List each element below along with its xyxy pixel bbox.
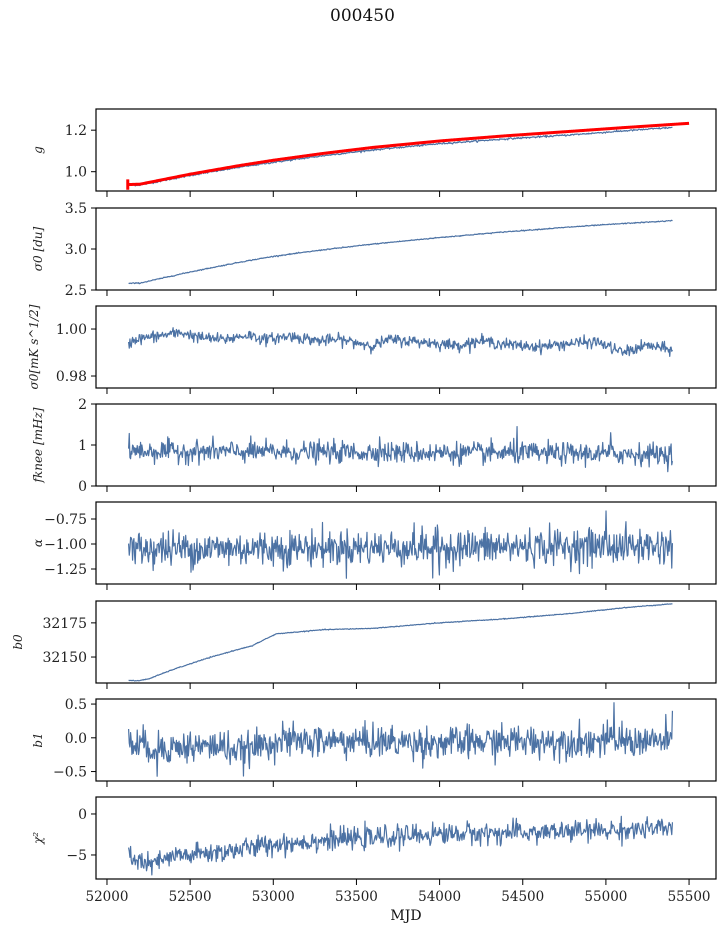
axes-frame <box>95 600 717 684</box>
y-tick-label: −0.75 <box>44 512 87 528</box>
y-axis-label: σ0 [du] <box>31 226 45 271</box>
series-line-g <box>128 126 673 187</box>
x-tick-label: 52500 <box>169 889 212 905</box>
panel-sigma0-mk: 0.98 1.00 σ0[mK s^1/2] <box>27 304 717 394</box>
y-tick-label: 1.0 <box>65 165 87 181</box>
series-line-fknee <box>128 425 674 473</box>
y-tick-label: 3.0 <box>65 242 87 258</box>
axes-frame <box>95 698 717 782</box>
y-tick-label: 1.00 <box>56 322 87 338</box>
x-tick-label: 55000 <box>584 889 627 905</box>
y-axis-label: σ0[mK s^1/2] <box>27 304 41 389</box>
series-line-sigma0_mK <box>128 327 673 357</box>
axes-frame <box>95 207 717 291</box>
y-tick-label: 1 <box>78 438 87 454</box>
y-tick-label: 0.5 <box>65 697 87 713</box>
axes-frame <box>95 305 717 389</box>
x-tick-label: 54500 <box>501 889 544 905</box>
y-axis-label: b0 <box>11 634 25 650</box>
y-axis-label: χ² <box>31 832 45 845</box>
figure-title: 000450 <box>330 6 395 26</box>
y-tick-label: 1.2 <box>65 123 87 139</box>
y-tick-label: −1.00 <box>44 537 87 553</box>
axes-frame <box>95 501 717 585</box>
x-tick-label: 53500 <box>335 889 378 905</box>
y-tick-label: 0.0 <box>65 731 87 747</box>
y-tick-label: 32150 <box>42 650 87 666</box>
panel-g: 1.0 1.2 g <box>31 108 717 197</box>
y-tick-label: −5 <box>66 848 87 864</box>
series-line-sigma0_du <box>128 219 673 285</box>
y-tick-label: 3.5 <box>65 201 87 217</box>
y-axis-label: fknee [mHz] <box>31 407 45 483</box>
series-line-alpha <box>128 510 674 579</box>
x-axis-label: MJD <box>390 908 422 924</box>
series-line-g-model <box>127 121 690 187</box>
y-tick-label: −1.25 <box>44 562 87 578</box>
y-tick-label: 0 <box>78 479 87 495</box>
y-axis-label: α <box>31 539 45 547</box>
x-tick-label: 55500 <box>668 889 711 905</box>
axes-frame <box>95 796 717 880</box>
x-tick-label: 52000 <box>85 889 128 905</box>
series-line-b0 <box>128 603 673 682</box>
y-tick-label: 0.98 <box>56 369 87 385</box>
panel-fknee: 0 1 2 fknee [mHz] <box>31 397 717 495</box>
y-tick-label: 32175 <box>42 616 87 632</box>
y-tick-label: 2 <box>78 397 87 413</box>
x-tick-label: 54000 <box>418 889 461 905</box>
x-tick-label: 53000 <box>252 889 295 905</box>
axes-frame <box>95 108 717 192</box>
y-tick-label: 0 <box>78 807 87 823</box>
panel-chi2: −5 0 χ² <box>31 796 717 885</box>
panel-sigma0-du: 2.5 3.0 3.5 σ0 [du] <box>31 201 717 299</box>
y-tick-label: −0.5 <box>53 765 87 781</box>
panel-b0: 32150 32175 b0 <box>11 600 717 689</box>
series-line-chi2 <box>128 815 674 876</box>
panel-alpha: −1.25 −1.00 −0.75 α <box>31 501 717 590</box>
series-line-b1 <box>128 702 674 777</box>
y-axis-label: b1 <box>31 732 45 747</box>
panel-b1: −0.5 0.0 0.5 b1 <box>31 697 717 787</box>
y-tick-label: 2.5 <box>65 283 87 299</box>
y-axis-label: g <box>31 146 45 154</box>
